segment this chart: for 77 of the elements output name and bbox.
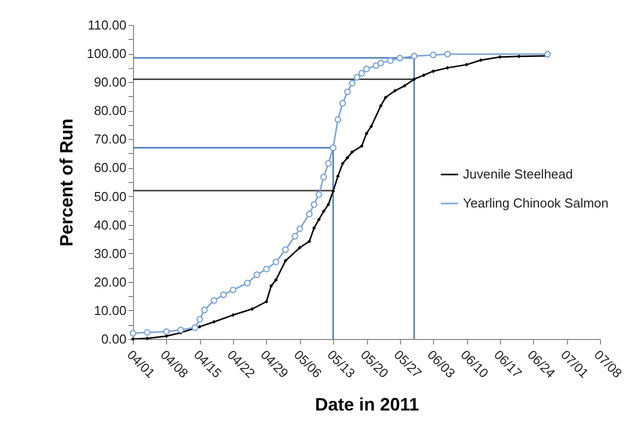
point [250,307,254,311]
point [393,88,397,93]
point [196,316,204,323]
legend-label: Yearling Chinook Salmon [463,196,609,210]
point [244,280,251,286]
point [334,116,342,123]
point [340,162,345,166]
point [282,246,289,253]
y-tick-label: 50.00 [94,188,126,204]
point [264,300,268,304]
point [210,297,218,304]
y-tick-label: 20.00 [94,274,126,290]
point [430,52,437,58]
y-tick-label: 80.00 [94,103,126,118]
point [292,232,298,240]
point [544,50,551,58]
point [330,144,336,152]
point [296,225,304,232]
point [386,57,394,64]
y-tick-label: 40.00 [94,217,126,232]
legend-label: Juvenile Steelhead [463,166,573,182]
point [326,202,330,206]
point [212,320,216,324]
point [377,60,384,66]
point [396,54,404,62]
point [298,246,302,250]
point [272,258,280,266]
point [354,74,360,81]
point [446,66,450,70]
x-axis-title: Date in 2011 [314,394,420,415]
point [254,271,260,278]
point [263,266,270,272]
point [372,62,380,69]
point [192,324,198,331]
point [201,306,208,314]
point [339,100,346,107]
point [164,334,168,338]
y-axis-title: Percent of Run [56,118,77,247]
point [284,258,288,263]
point [307,240,312,244]
y-tick-label: 110.00 [88,18,126,32]
y-tick-label: 10.00 [94,302,126,318]
point [322,210,326,214]
point [344,88,351,96]
point [336,174,340,178]
point [478,58,483,62]
point [220,291,227,298]
point [363,66,370,72]
point [346,156,350,160]
point [348,80,356,87]
point [130,330,136,337]
point [144,329,151,336]
y-tick-label: 60.00 [94,160,126,176]
point [444,50,451,58]
point [306,210,313,218]
point [350,150,354,154]
point [269,284,274,288]
point [360,144,364,148]
y-tick-label: 100.00 [86,46,126,62]
point [316,191,322,198]
point [320,174,327,180]
point [310,201,318,208]
y-tick-label: 70.00 [94,132,126,147]
point [274,278,278,282]
point [325,160,332,167]
point [358,70,366,77]
point [464,62,468,67]
y-tick-label: 0.00 [101,332,126,346]
point [331,189,336,194]
point [316,218,321,222]
point [177,326,184,334]
point [402,84,406,88]
point [230,286,236,294]
y-tick-label: 30.00 [94,246,126,261]
point [163,328,170,335]
point [410,52,418,60]
y-tick-label: 90.00 [94,74,126,90]
